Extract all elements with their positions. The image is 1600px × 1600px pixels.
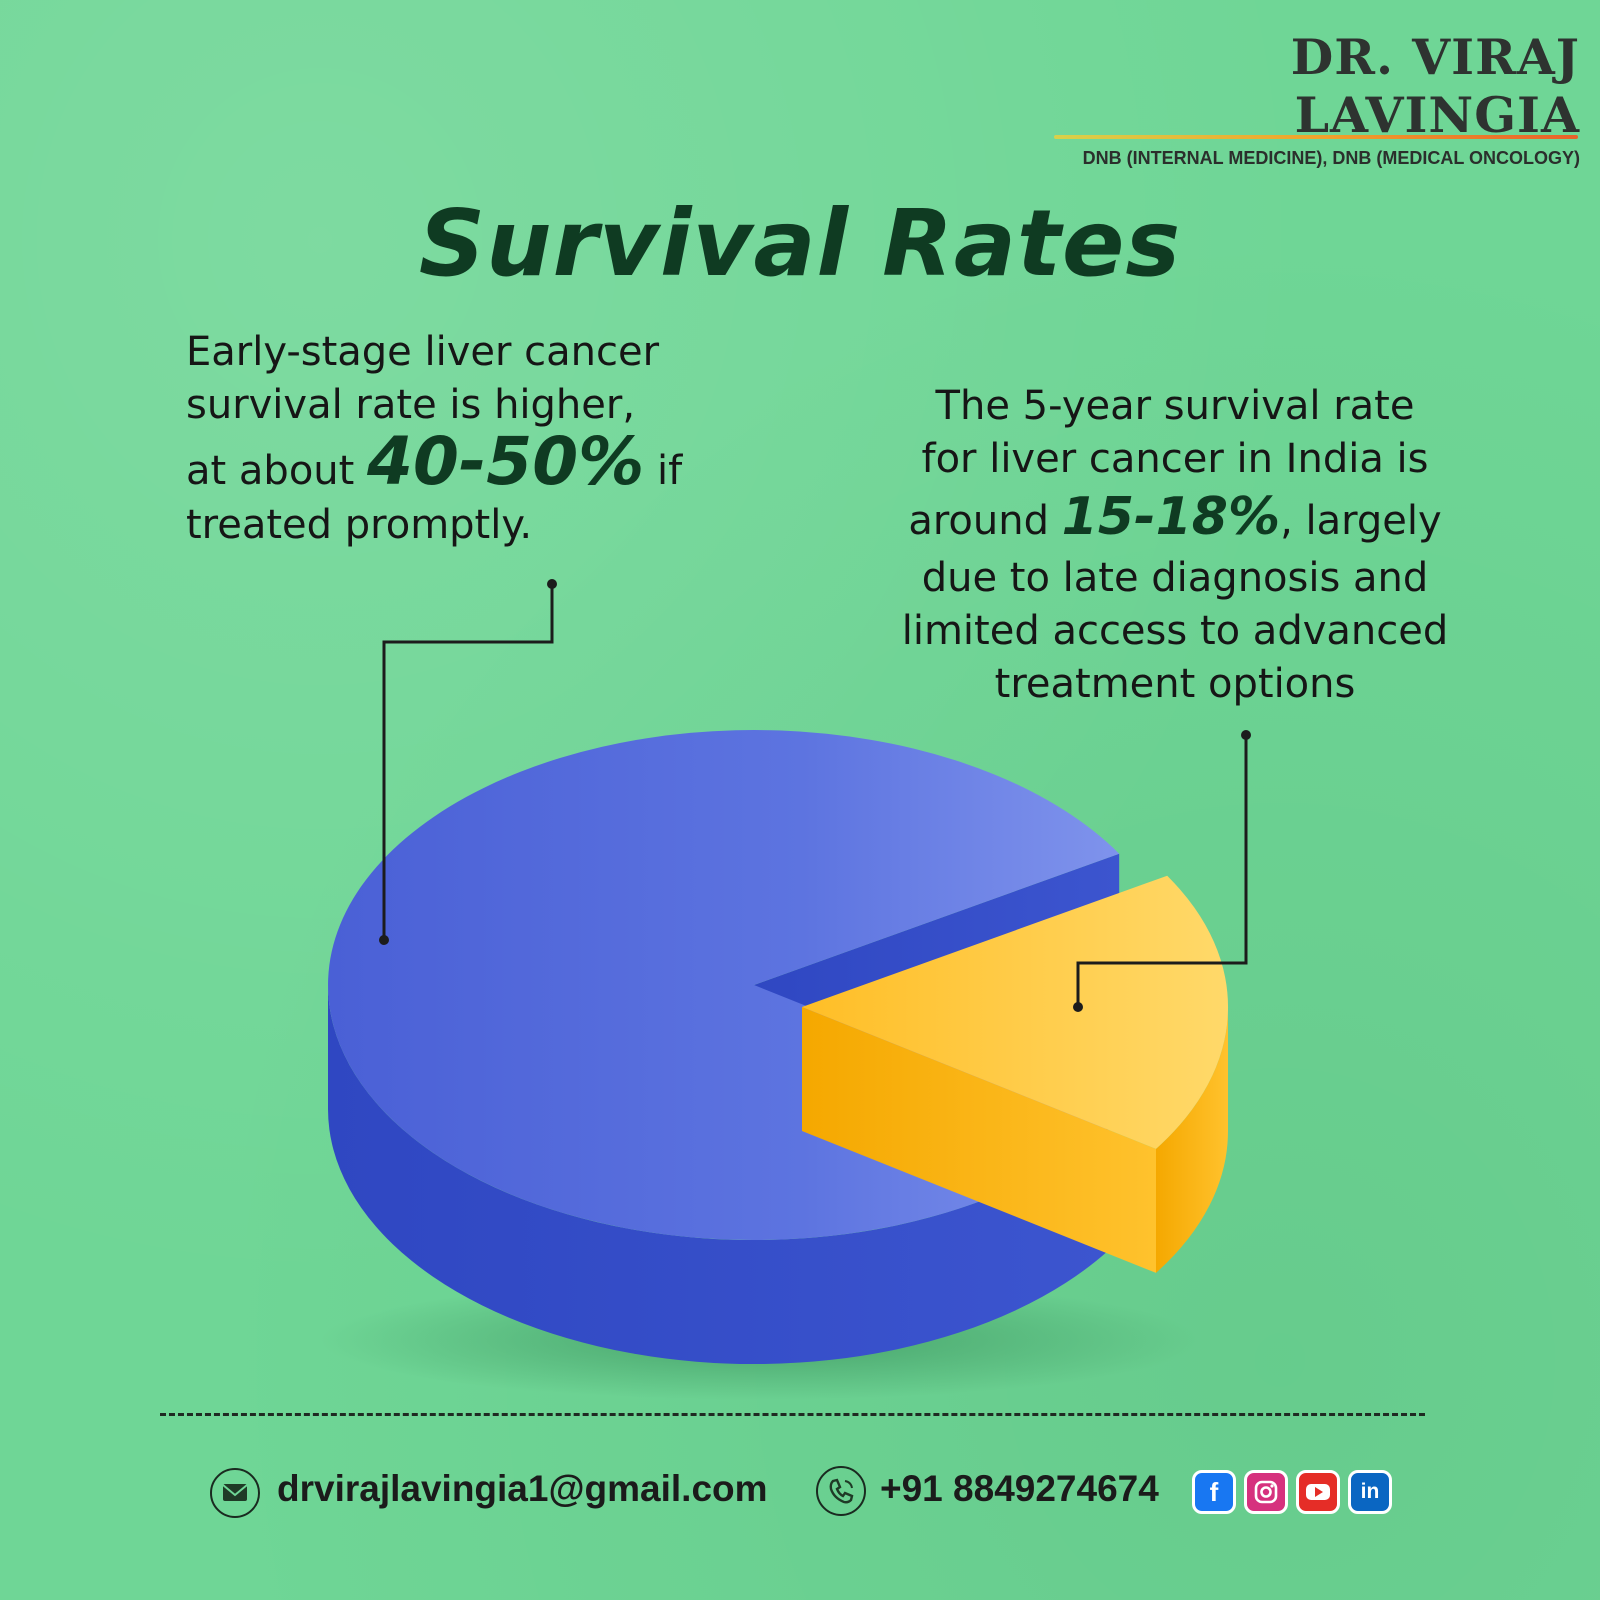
note-line: treated promptly.	[186, 502, 533, 548]
note-line: treatment options	[994, 661, 1356, 707]
linkedin-icon[interactable]: in	[1348, 1470, 1392, 1514]
leader-dot	[547, 579, 557, 589]
leader-line-early	[382, 584, 554, 940]
phone-icon	[816, 1466, 866, 1516]
doctor-credentials: DNB (INTERNAL MEDICINE), DNB (MEDICAL ON…	[1082, 148, 1580, 168]
early-stage-note: Early-stage liver cancer survival rate i…	[186, 326, 746, 552]
email-icon	[210, 1468, 260, 1518]
phone-link[interactable]: +91 8849274674	[880, 1468, 1159, 1509]
brand-header: DR. VIRAJ LAVINGIA DNB (INTERNAL MEDICIN…	[1052, 28, 1580, 169]
leader-lines	[382, 584, 1248, 1007]
five-year-note: The 5-year survival rate for liver cance…	[845, 380, 1505, 711]
note-text: , largely	[1280, 498, 1442, 544]
pie-slice-small-top	[802, 875, 1229, 1149]
leader-line-five-year	[1076, 735, 1248, 1007]
page-title: Survival Rates	[418, 190, 1182, 297]
note-line: survival rate is higher,	[186, 382, 636, 428]
note-text: at about	[186, 448, 368, 494]
brand-underline	[1054, 135, 1578, 139]
note-line: for liver cancer in India is	[921, 436, 1429, 482]
contact-footer: drvirajlavingia1@gmail.com +91 884927467…	[0, 1462, 1600, 1526]
note-text: around	[908, 498, 1062, 544]
note-line: due to late diagnosis and	[921, 555, 1429, 601]
note-line: at about 40-50% if	[186, 426, 746, 507]
instagram-icon[interactable]	[1244, 1470, 1288, 1514]
pie-slices	[328, 730, 1229, 1365]
footer-divider	[160, 1413, 1425, 1416]
five-year-rate: 15-18%	[1061, 487, 1281, 547]
doctor-name: DR. VIRAJ LAVINGIA	[1290, 28, 1580, 144]
leader-dot	[1073, 1002, 1083, 1012]
note-line: The 5-year survival rate	[935, 383, 1415, 429]
youtube-icon[interactable]	[1296, 1470, 1340, 1514]
note-line: Early-stage liver cancer	[186, 329, 660, 375]
note-line: limited access to advanced	[901, 608, 1449, 654]
leader-dot	[379, 935, 389, 945]
note-line: around 15-18%, largely	[845, 486, 1505, 552]
pie-slice-large-side	[328, 985, 1108, 1365]
pie-slice-small-side	[1156, 1007, 1228, 1273]
facebook-icon[interactable]: f	[1192, 1470, 1236, 1514]
leader-dot	[1241, 730, 1251, 740]
note-text: if	[644, 448, 683, 494]
email-link[interactable]: drvirajlavingia1@gmail.com	[277, 1468, 768, 1509]
early-stage-rate: 40-50%	[367, 423, 645, 500]
pie-slice-small-cut-face	[802, 1007, 1156, 1273]
